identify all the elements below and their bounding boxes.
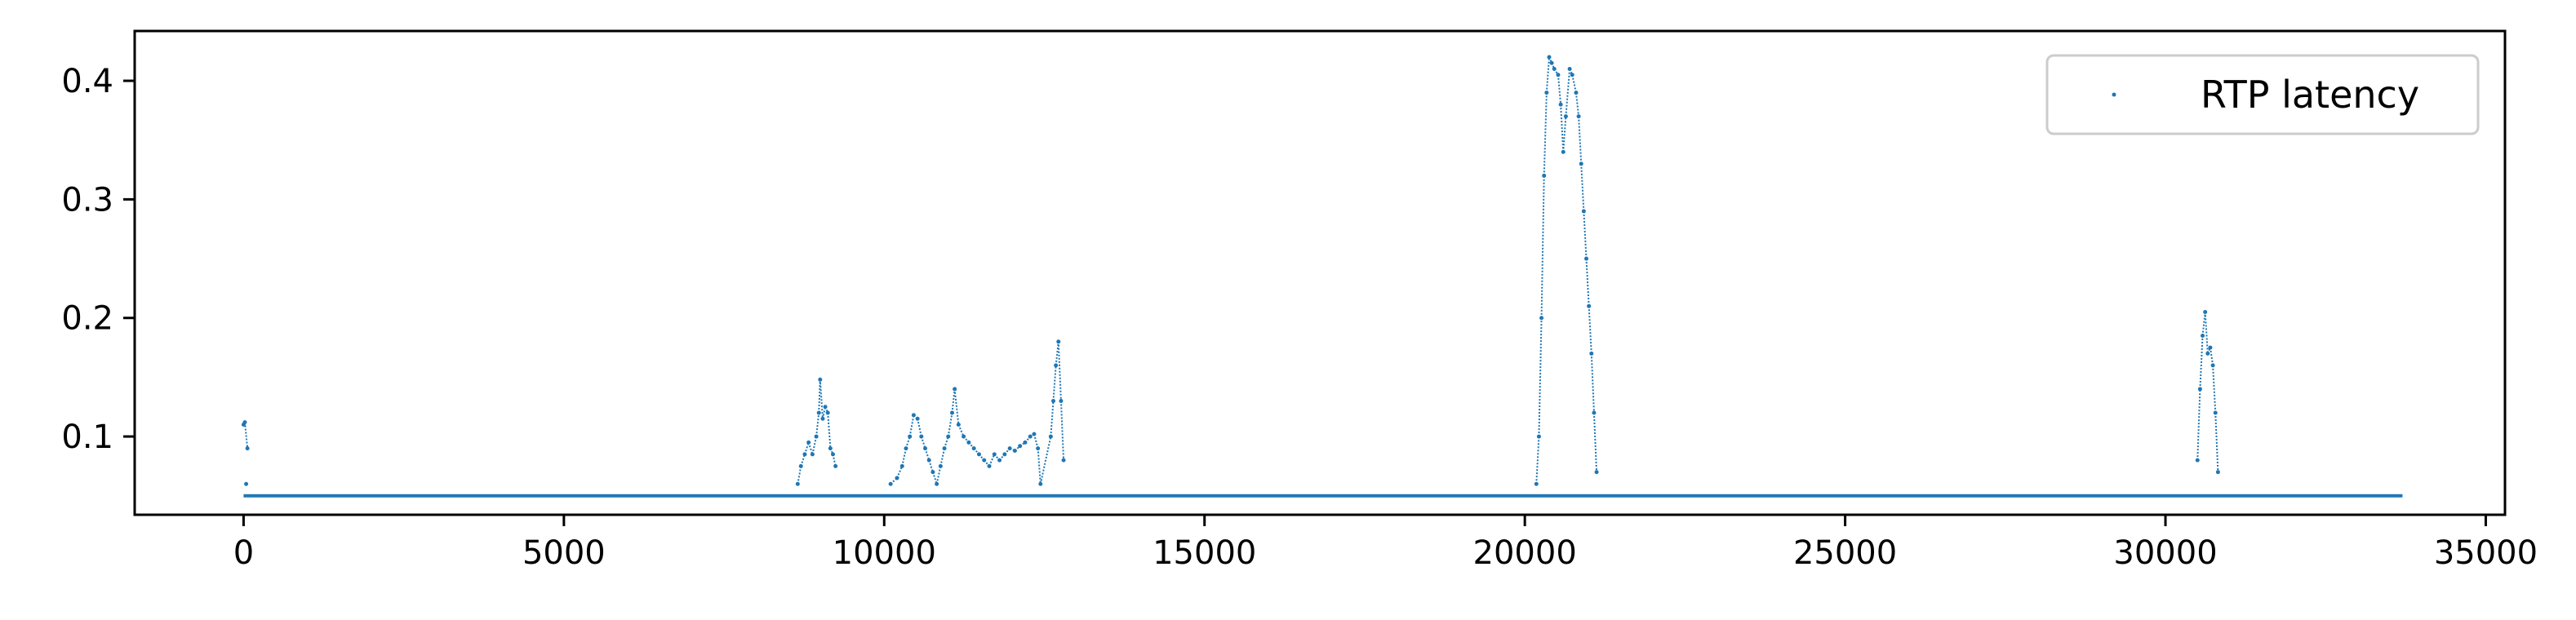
x-tick-label: 20000	[1473, 534, 1577, 572]
data-point-trail	[1590, 353, 1595, 414]
data-point-trail	[827, 412, 832, 449]
data-point-trail	[807, 442, 814, 455]
data-point-trail	[1052, 365, 1057, 401]
data-point-trail	[957, 424, 965, 437]
data-point-trail	[1560, 104, 1565, 153]
x-tick-label: 30000	[2113, 534, 2217, 572]
data-point-trail	[928, 459, 934, 472]
data-point-trail	[2199, 335, 2204, 389]
legend-box	[2045, 54, 2480, 135]
data-point-trail	[1059, 401, 1065, 461]
data-point-trail	[1553, 68, 1559, 76]
data-point-trail	[1538, 317, 1543, 437]
data-point-trail	[931, 472, 938, 485]
data-point-trail	[944, 436, 949, 449]
data-point-trail	[988, 454, 996, 467]
x-axis: 0 5000 10000 15000 20000 25000 30000 35000	[233, 515, 2538, 572]
data-point-trail	[818, 379, 821, 414]
x-tick-label: 10000	[833, 534, 936, 572]
data-point-trail	[1039, 436, 1052, 485]
data-point-trail	[1562, 116, 1567, 153]
data-point-trail	[815, 412, 820, 437]
data-point-trail	[1592, 412, 1598, 472]
data-point-trail	[1580, 163, 1585, 211]
data-point	[1061, 458, 1066, 463]
series-layer	[241, 55, 2403, 498]
data-point-trail	[1545, 56, 1550, 93]
data-point-trail	[819, 379, 824, 419]
data-point-trail	[1578, 116, 1583, 164]
x-tick-label: 0	[233, 534, 254, 572]
data-point	[833, 463, 838, 468]
y-axis: 0.1 0.2 0.3 0.4	[61, 63, 135, 456]
data-point-trail	[1548, 56, 1553, 64]
data-point-trail	[905, 436, 911, 449]
data-point-trail	[1540, 175, 1545, 318]
data-point	[245, 446, 250, 451]
data-point-trail	[953, 388, 960, 425]
data-point-trail	[804, 442, 810, 455]
data-point-trail	[2212, 365, 2217, 414]
data-point-trail	[1033, 433, 1039, 449]
data-point-trail	[2196, 388, 2201, 461]
legend-marker	[2112, 92, 2116, 97]
x-tick-label: 35000	[2434, 534, 2538, 572]
x-tick-label: 15000	[1153, 534, 1256, 572]
data-point	[244, 481, 249, 486]
data-point-trail	[1050, 401, 1055, 437]
y-tick-label: 0.1	[61, 418, 113, 456]
data-point-trail	[908, 414, 915, 437]
data-point-trail	[896, 466, 904, 479]
data-point-trail	[1543, 92, 1548, 176]
data-point-trail	[1037, 448, 1042, 485]
data-point-trail	[920, 436, 926, 449]
data-point-trail	[1588, 306, 1592, 354]
y-tick-label: 0.3	[61, 181, 113, 219]
series-rtp-latency	[241, 55, 2403, 498]
data-point	[1594, 470, 1599, 475]
data-point-trail	[1585, 259, 1590, 307]
legend-label: RTP latency	[2201, 73, 2419, 117]
x-tick-label: 25000	[1793, 534, 1897, 572]
data-point-trail	[829, 448, 834, 455]
data-point-trail	[1574, 92, 1580, 117]
data-point	[2215, 470, 2220, 475]
data-point-trail	[2206, 347, 2211, 354]
data-point-trail	[244, 422, 249, 449]
data-point-trail	[1569, 69, 1574, 76]
legend: RTP latency	[2045, 54, 2480, 135]
y-tick-label: 0.4	[61, 63, 113, 100]
data-point-trail	[951, 388, 956, 414]
data-point-trail	[1551, 62, 1556, 69]
data-point-trail	[1583, 210, 1588, 259]
data-point-trail	[1057, 341, 1062, 401]
data-point-trail	[2214, 412, 2219, 472]
data-point-trail	[1535, 436, 1540, 485]
x-tick-label: 5000	[522, 534, 606, 572]
data-point-trail	[1019, 441, 1026, 447]
data-point-trail	[1014, 445, 1021, 452]
data-point-trail	[824, 406, 829, 414]
data-point-trail	[2204, 312, 2209, 354]
y-tick-label: 0.2	[61, 300, 113, 338]
data-point-trail	[1565, 69, 1571, 117]
data-point-trail	[800, 454, 806, 467]
data-point-trail	[947, 412, 953, 437]
data-point-trail	[924, 448, 930, 461]
